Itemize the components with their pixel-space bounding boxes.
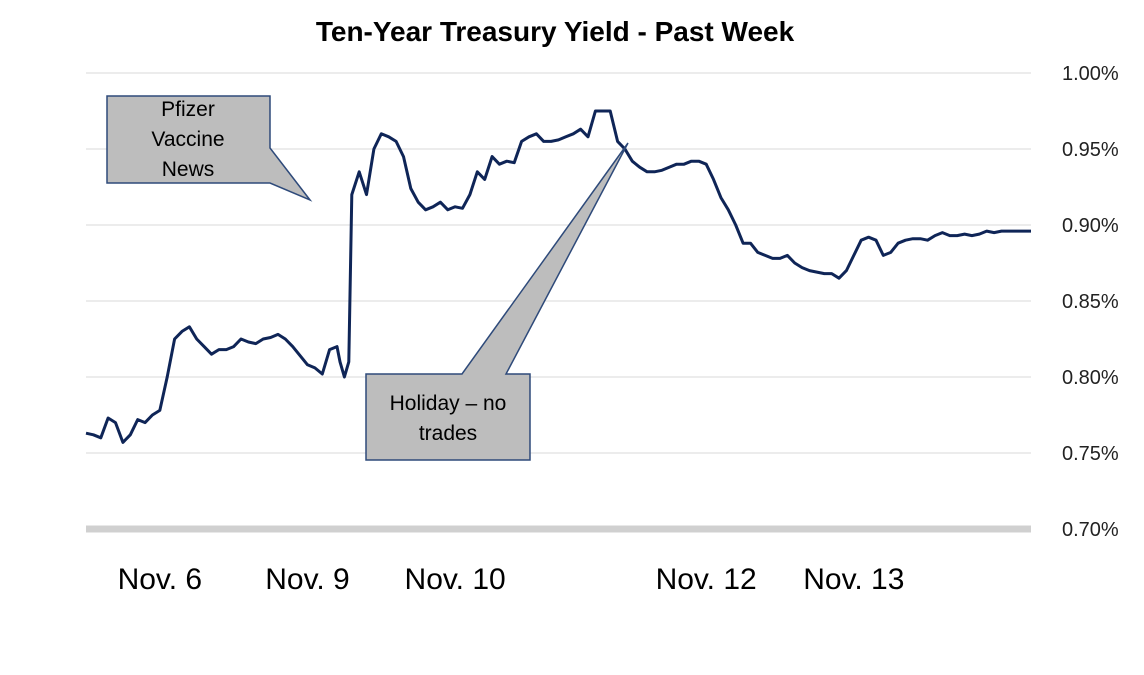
holiday-callout: Holiday – no trades	[365, 142, 629, 461]
chart-title: Ten-Year Treasury Yield - Past Week	[315, 16, 795, 47]
pfizer-callout-box	[106, 95, 313, 202]
y-tick-label: 1.00%	[1062, 63, 1119, 85]
y-tick-label: 0.85%	[1062, 291, 1119, 313]
x-tick-label: Nov. 9	[265, 563, 349, 596]
series-line	[85, 109, 1031, 444]
y-tick-label: 0.70%	[1062, 519, 1119, 541]
holiday-callout-line-2: trades	[419, 422, 477, 445]
y-axis-labels: 1.00% 0.95% 0.90% 0.85% 0.80% 0.75% 0.70%	[1062, 63, 1119, 541]
holiday-callout-line-1: Holiday – no	[390, 392, 507, 415]
x-tick-label: Nov. 10	[405, 563, 506, 596]
y-tick-label: 0.90%	[1062, 215, 1119, 237]
x-tick-label: Nov. 6	[118, 563, 202, 596]
y-tick-label: 0.80%	[1062, 367, 1119, 389]
x-tick-label: Nov. 13	[803, 563, 904, 596]
gridlines	[86, 72, 1031, 533]
pfizer-callout-line-2: Vaccine	[151, 128, 224, 151]
holiday-callout-box	[365, 142, 629, 461]
y-tick-label: 0.75%	[1062, 443, 1119, 465]
pfizer-callout-line-3: News	[162, 158, 215, 181]
x-tick-label: Nov. 12	[656, 563, 757, 596]
pfizer-callout-line-1: Pfizer	[161, 98, 215, 121]
pfizer-callout: Pfizer Vaccine News	[106, 95, 313, 202]
x-axis-labels: Nov. 6 Nov. 9 Nov. 10 Nov. 12 Nov. 13	[118, 563, 905, 596]
y-tick-label: 0.95%	[1062, 139, 1119, 161]
